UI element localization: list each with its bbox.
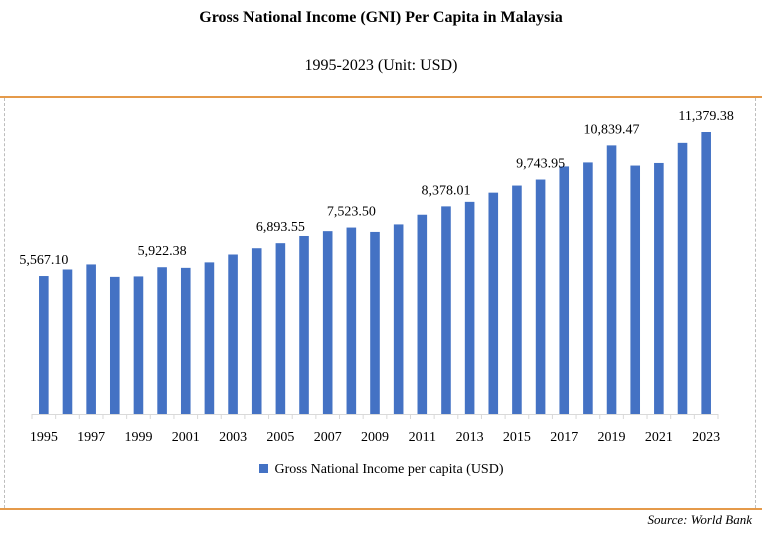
x-tick-label: 2003: [219, 430, 247, 445]
legend-swatch: [258, 464, 268, 473]
bar-1996: [62, 269, 73, 414]
bar-2021: [654, 162, 664, 414]
source-note: Source: World Bank: [647, 512, 752, 527]
x-tick-label: 2019: [598, 430, 626, 445]
data-label: 10,839.47: [584, 122, 640, 137]
bar-2018: [583, 162, 593, 414]
bar-1999: [133, 276, 144, 414]
bar-2015: [512, 185, 522, 414]
bar-2011: [417, 214, 428, 414]
frame-bottom-border: [0, 508, 762, 510]
data-label: 9,743.95: [516, 157, 565, 172]
chart-legend: Gross National Income per capita (USD): [0, 462, 762, 478]
bar-2001: [180, 267, 191, 414]
bar-2007: [322, 231, 333, 414]
x-tick-label: 2007: [314, 430, 342, 445]
x-tick-label: 2011: [409, 430, 436, 445]
bar-2022: [677, 142, 688, 414]
bar-2023: [701, 132, 711, 414]
bar-2008: [346, 227, 357, 414]
x-tick-label: 2001: [172, 430, 200, 445]
chart-title: Gross National Income (GNI) Per Capita i…: [199, 9, 563, 26]
bar-2005: [275, 243, 286, 414]
bar-1997: [86, 264, 96, 414]
x-tick-label: 2023: [692, 430, 720, 445]
data-label: 6,893.55: [256, 220, 305, 235]
bar-2010: [393, 224, 404, 414]
x-tick-label: 1999: [124, 430, 152, 445]
bar-2014: [488, 192, 499, 414]
bar-2012: [441, 206, 451, 414]
data-label: 11,379.38: [678, 109, 733, 124]
bar-2003: [228, 254, 238, 414]
legend-label: Gross National Income per capita (USD): [274, 462, 504, 477]
bar-2004: [251, 248, 262, 414]
bar-2006: [299, 235, 309, 414]
frame-right-border: [755, 98, 756, 508]
x-tick-label: 2021: [645, 430, 673, 445]
bar-2017: [559, 166, 570, 414]
frame-top-border: [0, 96, 762, 98]
bar-2009: [370, 231, 380, 414]
x-tick-label: 2009: [361, 430, 389, 445]
frame-left-border: [4, 98, 5, 508]
x-tick-label: 2017: [550, 430, 578, 445]
x-tick-label: 2015: [503, 430, 531, 445]
bar-2020: [630, 165, 641, 414]
bar-2002: [204, 262, 215, 414]
bar-1995: [39, 276, 49, 414]
x-tick-label: 2005: [266, 430, 294, 445]
data-label: 8,378.01: [421, 183, 470, 198]
bar-2000: [157, 267, 167, 414]
data-label: 7,523.50: [327, 205, 376, 220]
bar-2016: [535, 179, 546, 414]
data-label: 5,922.38: [138, 244, 187, 259]
bar-1998: [109, 276, 120, 414]
data-label: 5,567.10: [19, 253, 68, 268]
chart-subtitle: 1995-2023 (Unit: USD): [304, 57, 458, 74]
bar-2013: [464, 201, 475, 414]
x-tick-label: 1995: [30, 430, 58, 445]
bar-2019: [606, 145, 617, 414]
x-tick-label: 2013: [456, 430, 484, 445]
x-tick-label: 1997: [77, 430, 105, 445]
